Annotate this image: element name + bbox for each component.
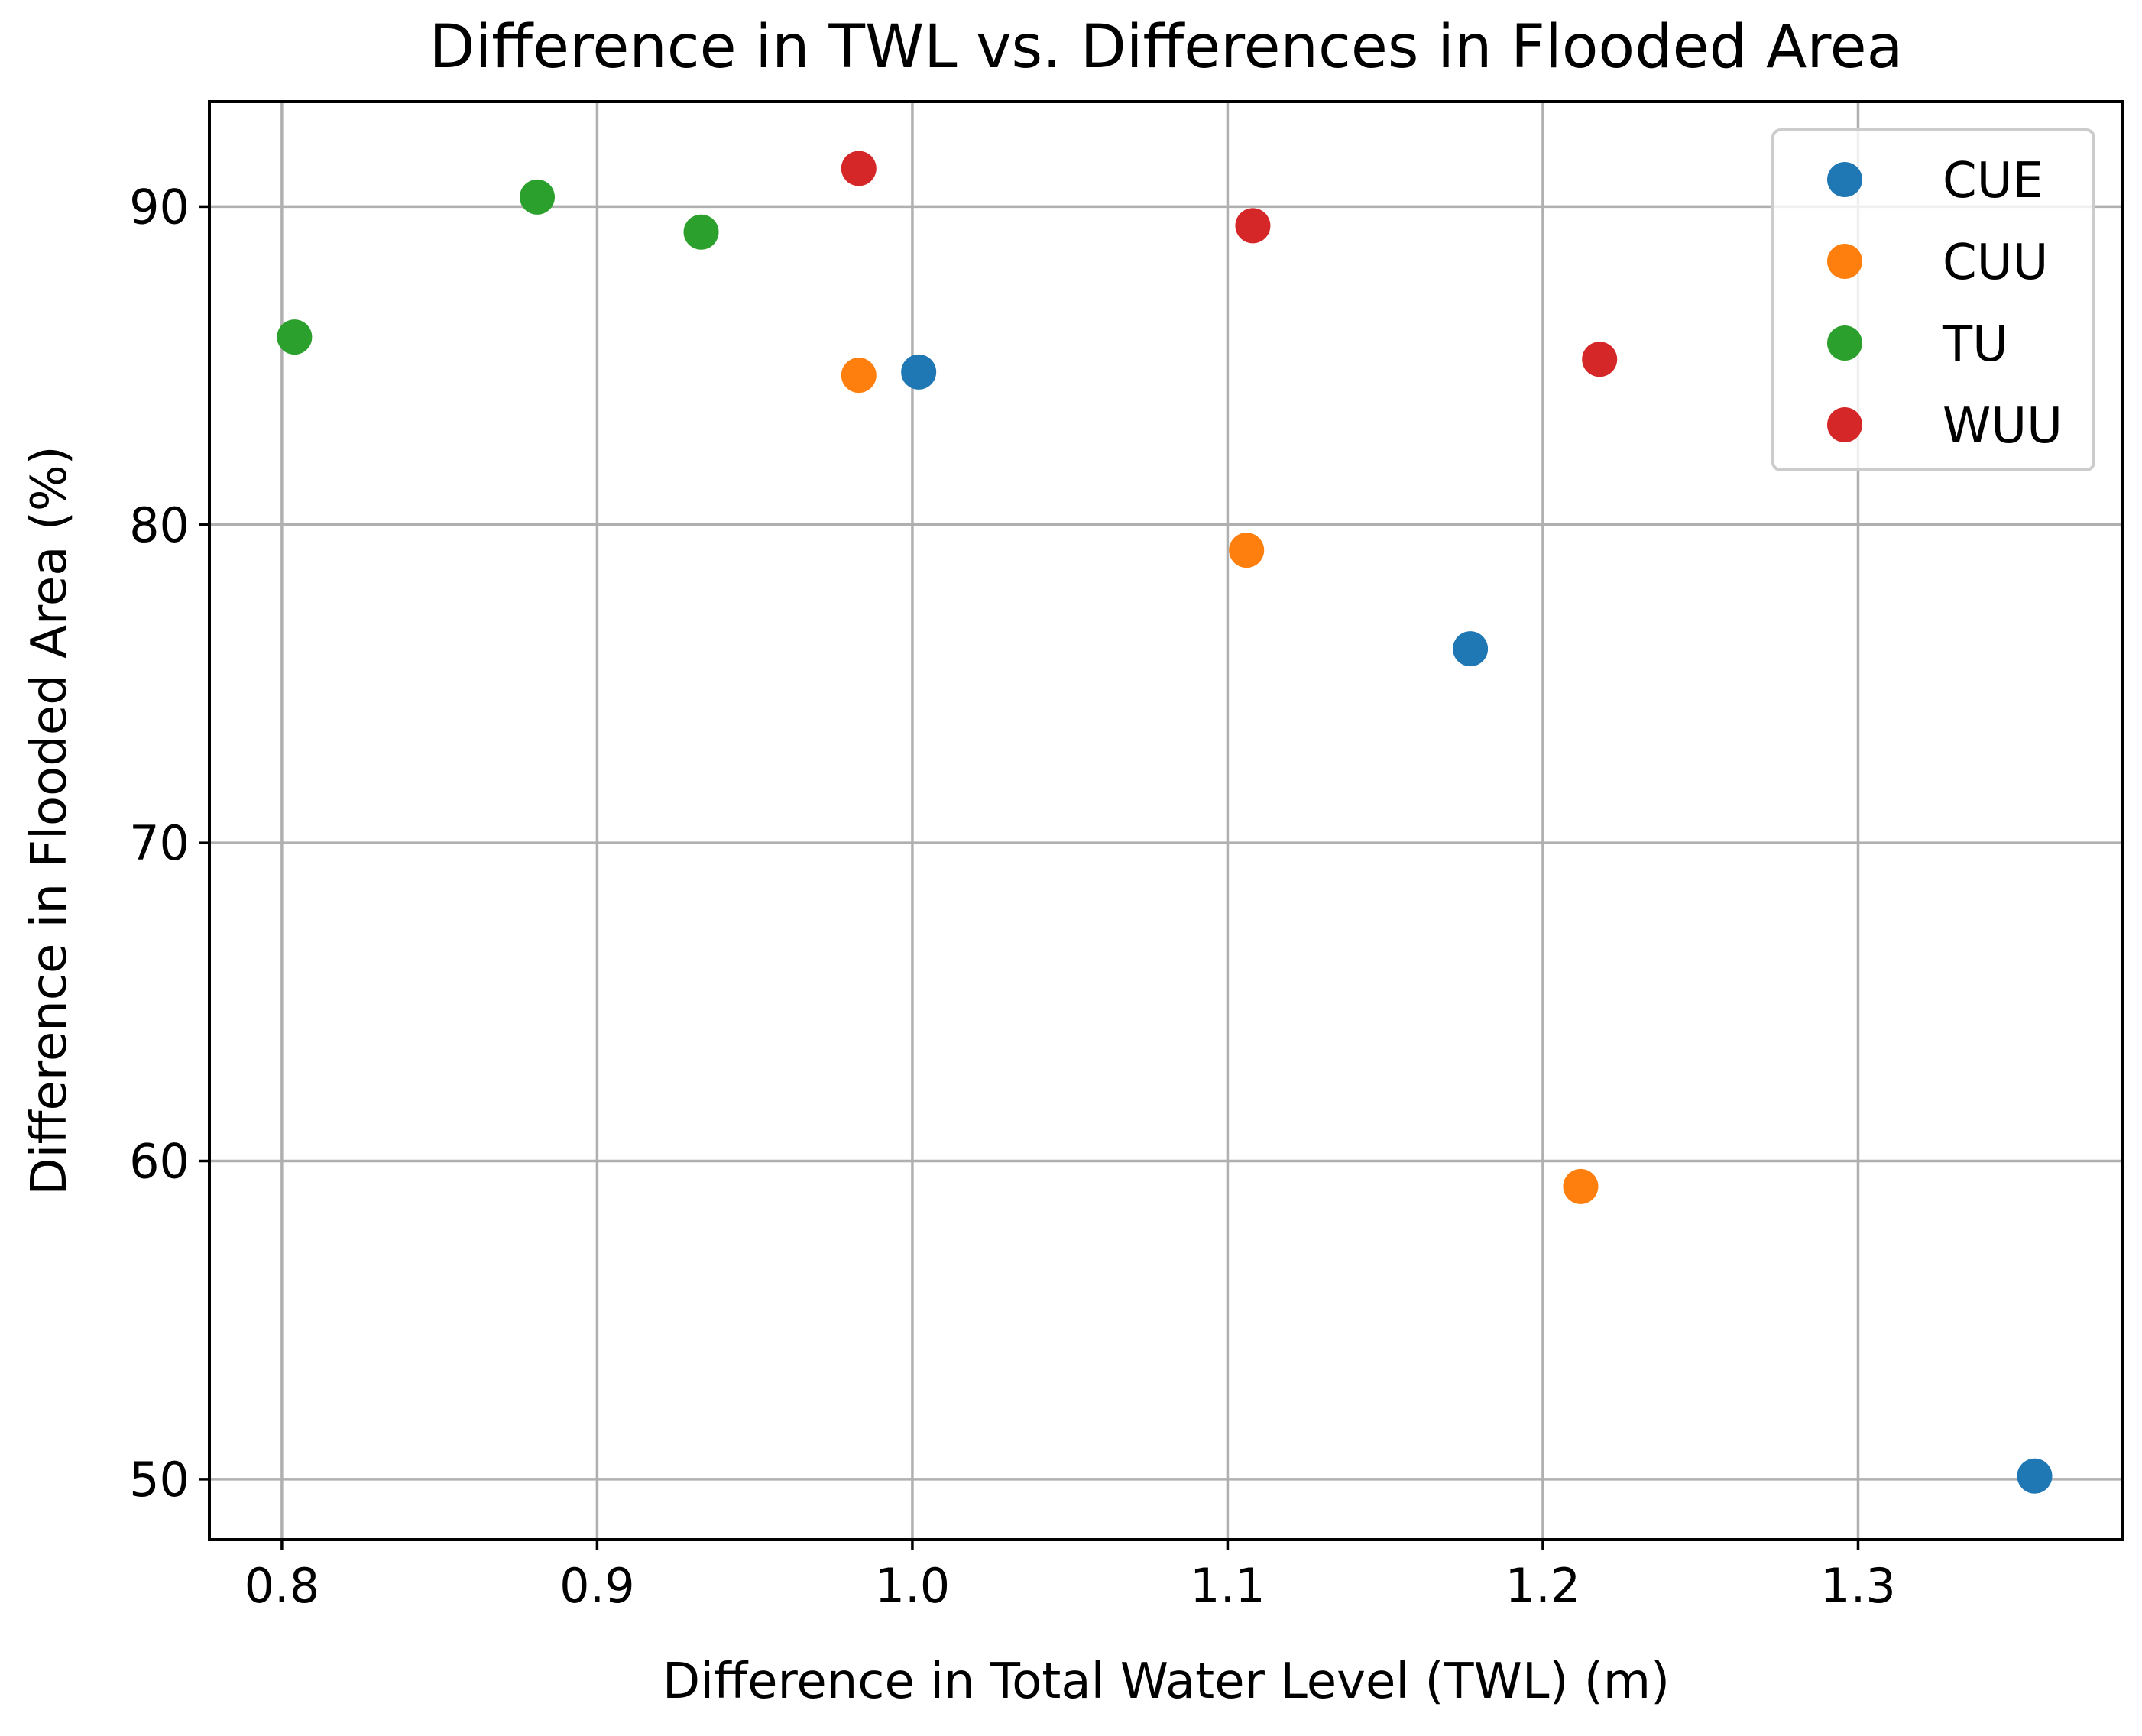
legend-label-tu: TU: [1942, 316, 2008, 373]
data-points: [277, 151, 2053, 1494]
data-point-tu: [277, 319, 313, 355]
data-point-cue: [1453, 631, 1489, 667]
y-axis-label: Difference in Flooded Area (%): [21, 445, 78, 1195]
data-point-cue: [2017, 1458, 2053, 1494]
x-tick-label: 1.3: [1820, 1558, 1896, 1614]
data-point-cuu: [841, 358, 877, 394]
legend-marker-cuu: [1827, 244, 1862, 279]
legend-label-cuu: CUU: [1943, 235, 2048, 291]
x-tick-label: 0.8: [245, 1558, 320, 1614]
chart-title: Difference in TWL vs. Differences in Flo…: [429, 13, 1904, 82]
legend-label-wuu: WUU: [1943, 398, 2063, 455]
legend: CUE CUU TU WUU: [1771, 128, 2095, 471]
legend-entries: CUE CUU TU WUU: [1827, 153, 2063, 455]
legend-marker-wuu: [1827, 407, 1862, 442]
x-tick-label: 1.2: [1505, 1558, 1581, 1614]
data-point-tu: [683, 214, 719, 250]
data-point-cuu: [1563, 1168, 1599, 1204]
legend-marker-cue: [1827, 162, 1862, 197]
axis-ticks: 0.8 0.9 1.0 1.1 1.2 1.3 50 60 70 80 90: [129, 179, 1896, 1614]
x-tick-label: 1.0: [875, 1558, 951, 1614]
x-axis-label: Difference in Total Water Level (TWL) (m…: [663, 1653, 1670, 1710]
legend-marker-tu: [1827, 326, 1862, 361]
y-tick-label: 80: [129, 497, 190, 553]
y-tick-label: 60: [129, 1134, 190, 1190]
legend-label-cue: CUE: [1943, 153, 2043, 209]
data-point-wuu: [841, 151, 877, 186]
data-point-cuu: [1229, 533, 1265, 568]
legend-box: [1771, 128, 2095, 471]
data-point-cue: [901, 354, 937, 390]
plot-area-frame: [208, 100, 2124, 1541]
data-point-wuu: [1235, 208, 1271, 244]
x-tick-label: 1.1: [1190, 1558, 1265, 1614]
x-tick-label: 0.9: [559, 1558, 635, 1614]
y-tick-label: 70: [129, 815, 190, 871]
y-tick-label: 90: [129, 179, 190, 235]
data-point-tu: [520, 179, 556, 215]
data-point-wuu: [1582, 342, 1618, 377]
y-tick-label: 50: [129, 1452, 190, 1508]
